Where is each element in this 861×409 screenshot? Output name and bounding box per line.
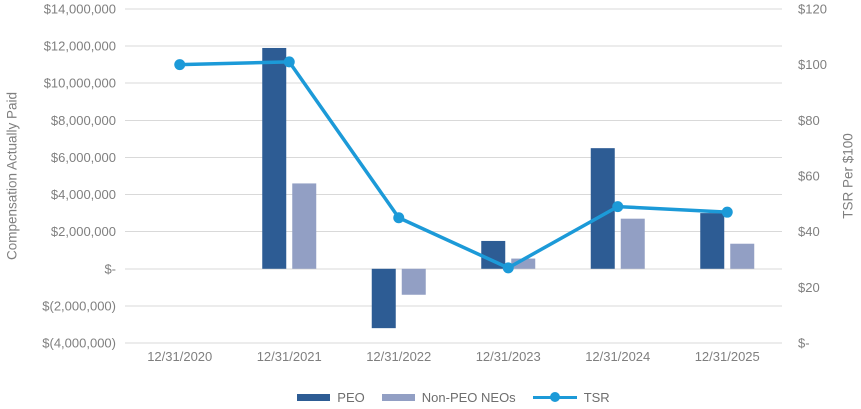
bar-peo [262, 47, 287, 269]
left-axis-tick-label: $- [104, 261, 116, 276]
x-axis-label: 12/31/2025 [695, 349, 760, 364]
left-axis-title: Compensation Actually Paid [4, 91, 20, 261]
x-axis-label: 12/31/2021 [257, 349, 322, 364]
legend-item-non-peo-neos: Non-PEO NEOs [381, 389, 516, 405]
left-axis-tick-label: $6,000,000 [51, 150, 116, 165]
tsr-marker [283, 56, 295, 68]
bar-peo [590, 148, 615, 269]
legend-item-tsr: TSR [532, 389, 610, 405]
left-axis-tick-label: $4,000,000 [51, 187, 116, 202]
tsr-marker [721, 206, 733, 218]
right-axis-tick-label: $100 [798, 57, 827, 72]
right-axis-tick-label: $- [798, 336, 810, 351]
tsr-marker [502, 262, 514, 274]
legend-label-peo: PEO [337, 389, 365, 405]
left-axis-tick-label: $(2,000,000) [42, 298, 116, 313]
right-axis-tick-label: $120 [798, 2, 827, 17]
bar-peo [371, 268, 396, 329]
bar-non-peo-neos [401, 268, 426, 295]
right-axis-title: TSR Per $100 [840, 133, 856, 219]
right-axis-tick-label: $60 [798, 169, 820, 184]
bar-non-peo-neos [620, 218, 645, 269]
tsr-marker [393, 212, 405, 224]
tsr-line [178, 60, 729, 270]
bar-non-peo-neos [292, 183, 317, 269]
right-axis-tick-label: $20 [798, 280, 820, 295]
bar-peo [700, 213, 725, 269]
left-axis-tick-label: $14,000,000 [44, 2, 116, 17]
legend-label-non-peo-neos: Non-PEO NEOs [421, 389, 516, 405]
x-axis-label: 12/31/2022 [366, 349, 431, 364]
right-axis-tick-label: $80 [798, 113, 820, 128]
left-axis-tick-label: $10,000,000 [44, 76, 116, 91]
legend-label-tsr: TSR [583, 389, 610, 405]
right-axis-tick-label: $40 [798, 224, 820, 239]
x-axis-label: 12/31/2023 [476, 349, 541, 364]
left-axis-tick-label: $8,000,000 [51, 113, 116, 128]
x-axis-label: 12/31/2020 [147, 349, 212, 364]
left-axis-tick-label: $2,000,000 [51, 224, 116, 239]
bar-non-peo-neos [511, 258, 536, 269]
left-axis-tick-label: $(4,000,000) [42, 336, 116, 351]
peo-bar-swatch-icon [297, 393, 331, 401]
tsr-line-swatch-icon [532, 392, 577, 403]
tsr-marker [612, 201, 624, 213]
chart-legend: PEO Non-PEO NEOs TSR [125, 387, 782, 407]
tsr-marker [174, 59, 186, 71]
left-axis-tick-label: $12,000,000 [44, 39, 116, 54]
legend-item-peo: PEO [297, 389, 365, 405]
non-peo-neos-bar-swatch-icon [381, 393, 415, 401]
bar-non-peo-neos [730, 243, 755, 269]
x-axis-label: 12/31/2024 [585, 349, 650, 364]
